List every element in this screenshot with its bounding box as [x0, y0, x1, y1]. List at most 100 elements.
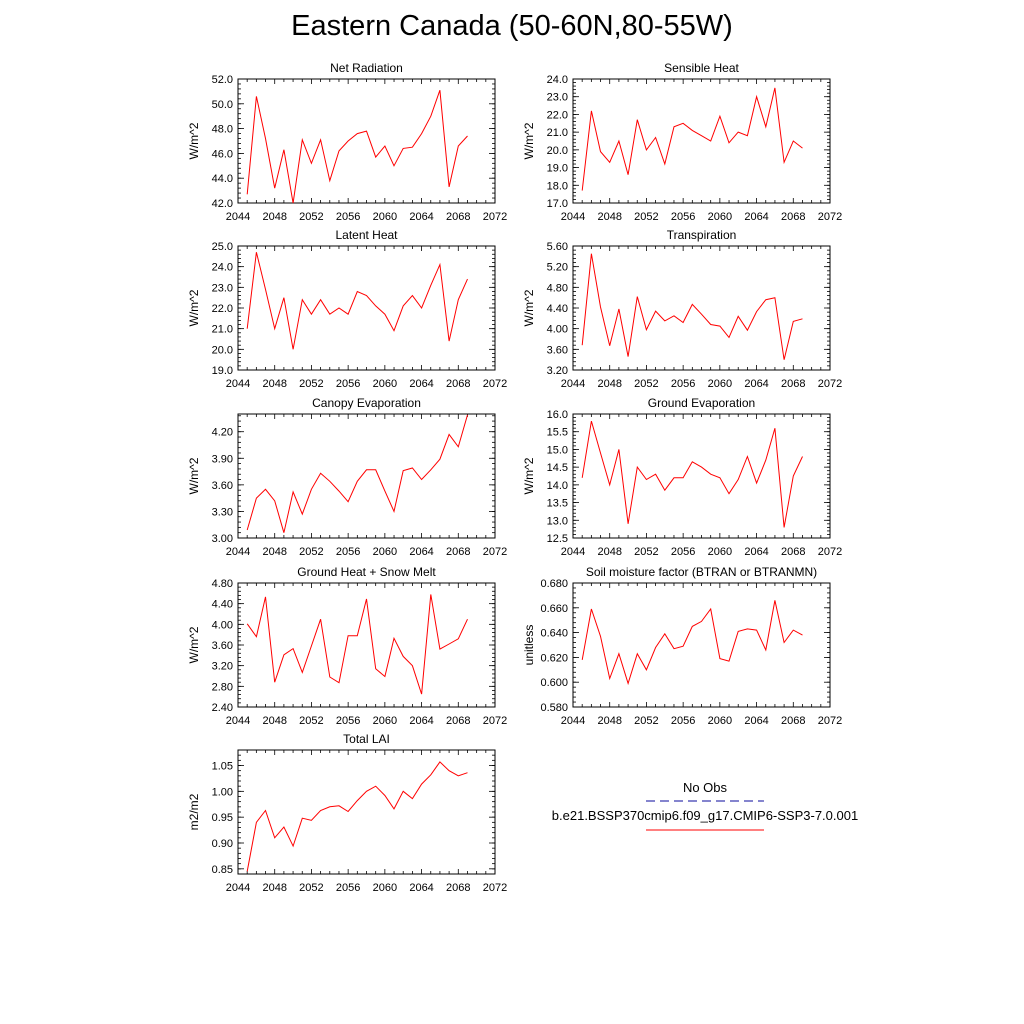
data-point: [319, 618, 321, 620]
data-point: [728, 660, 730, 662]
y-tick-label: 0.600: [540, 677, 568, 689]
chart-panel-1: 2044 2048 2052 2056 2060 2064 2068 2072 42.0 44.0…: [187, 61, 507, 223]
data-point: [310, 488, 312, 490]
data-point: [673, 315, 675, 317]
y-tick-label: 44.0: [212, 173, 233, 185]
data-point: [384, 313, 386, 315]
y-tick-label: 13.0: [547, 515, 568, 527]
series-line: [246, 594, 468, 695]
y-axis-label: m2/m2: [187, 793, 201, 830]
x-tick-label: 2068: [446, 882, 470, 894]
data-point: [457, 775, 459, 777]
data-point: [691, 461, 693, 463]
y-tick-label: 48.0: [212, 124, 233, 136]
data-point: [457, 145, 459, 147]
data-point: [609, 161, 611, 163]
data-point: [709, 608, 711, 610]
y-tick-label: 3.60: [547, 344, 568, 356]
y-tick-label: 4.00: [212, 619, 233, 631]
series-line: [246, 90, 468, 204]
data-point: [347, 140, 349, 142]
data-point: [393, 808, 395, 810]
y-axis-label: W/m^2: [187, 457, 201, 494]
y-tick-label: 22.0: [547, 109, 568, 121]
y-tick-label: 17.0: [547, 198, 568, 210]
x-tick-label: 2052: [634, 211, 658, 223]
data-point: [439, 89, 441, 91]
data-point: [430, 774, 432, 776]
data-point: [430, 115, 432, 117]
y-tick-label: 3.20: [212, 661, 233, 673]
legend-obs-label: No Obs: [683, 780, 728, 795]
x-tick-label: 2048: [597, 715, 621, 727]
x-tick-label: 2048: [262, 882, 286, 894]
data-point: [301, 817, 303, 819]
data-point: [338, 805, 340, 807]
y-axis-label: W/m^2: [522, 289, 536, 326]
data-point: [319, 809, 321, 811]
data-point: [599, 306, 601, 308]
x-tick-label: 2064: [409, 546, 433, 558]
x-tick-label: 2052: [634, 715, 658, 727]
data-point: [255, 821, 257, 823]
x-tick-label: 2068: [781, 715, 805, 727]
x-tick-label: 2052: [299, 211, 323, 223]
x-tick-label: 2064: [744, 211, 768, 223]
plot-frame: [237, 413, 496, 539]
data-point: [737, 630, 739, 632]
data-point: [264, 596, 266, 598]
data-point: [439, 648, 441, 650]
data-point: [609, 345, 611, 347]
data-point: [746, 134, 748, 136]
data-point: [590, 420, 592, 422]
data-point: [402, 655, 404, 657]
data-point: [792, 629, 794, 631]
data-point: [411, 146, 413, 148]
x-tick-label: 2068: [446, 546, 470, 558]
data-point: [609, 677, 611, 679]
x-tick-label: 2044: [226, 378, 250, 390]
y-tick-label: 14.0: [547, 480, 568, 492]
data-point: [393, 637, 395, 639]
page-title: Eastern Canada (50-60N,80-55W): [291, 10, 733, 42]
data-point: [691, 625, 693, 627]
data-point: [329, 179, 331, 181]
data-point: [581, 477, 583, 479]
x-tick-label: 2048: [597, 211, 621, 223]
data-point: [448, 769, 450, 771]
data-point: [700, 620, 702, 622]
data-point: [411, 797, 413, 799]
x-tick-label: 2056: [671, 715, 695, 727]
plot-frame: [572, 582, 831, 708]
data-point: [755, 96, 757, 98]
x-tick-label: 2044: [226, 715, 250, 727]
y-tick-label: 4.40: [547, 303, 568, 315]
data-point: [457, 638, 459, 640]
data-point: [292, 845, 294, 847]
data-point: [581, 659, 583, 661]
data-point: [636, 652, 638, 654]
data-point: [274, 681, 276, 683]
data-point: [448, 186, 450, 188]
plot-frame: [237, 78, 496, 204]
data-point: [627, 173, 629, 175]
y-tick-label: 52.0: [212, 74, 233, 86]
data-point: [365, 294, 367, 296]
x-tick-label: 2056: [671, 378, 695, 390]
y-tick-label: 4.00: [547, 324, 568, 336]
x-tick-label: 2064: [409, 882, 433, 894]
data-point: [411, 664, 413, 666]
data-point: [439, 263, 441, 265]
data-point: [737, 478, 739, 480]
data-point: [709, 140, 711, 142]
y-tick-label: 0.660: [540, 603, 568, 615]
data-point: [719, 657, 721, 659]
x-tick-label: 2064: [409, 715, 433, 727]
x-tick-label: 2056: [671, 546, 695, 558]
y-tick-label: 5.20: [547, 262, 568, 274]
data-point: [402, 790, 404, 792]
plot-frame: [572, 245, 831, 371]
data-point: [384, 794, 386, 796]
data-point: [691, 303, 693, 305]
data-point: [347, 500, 349, 502]
